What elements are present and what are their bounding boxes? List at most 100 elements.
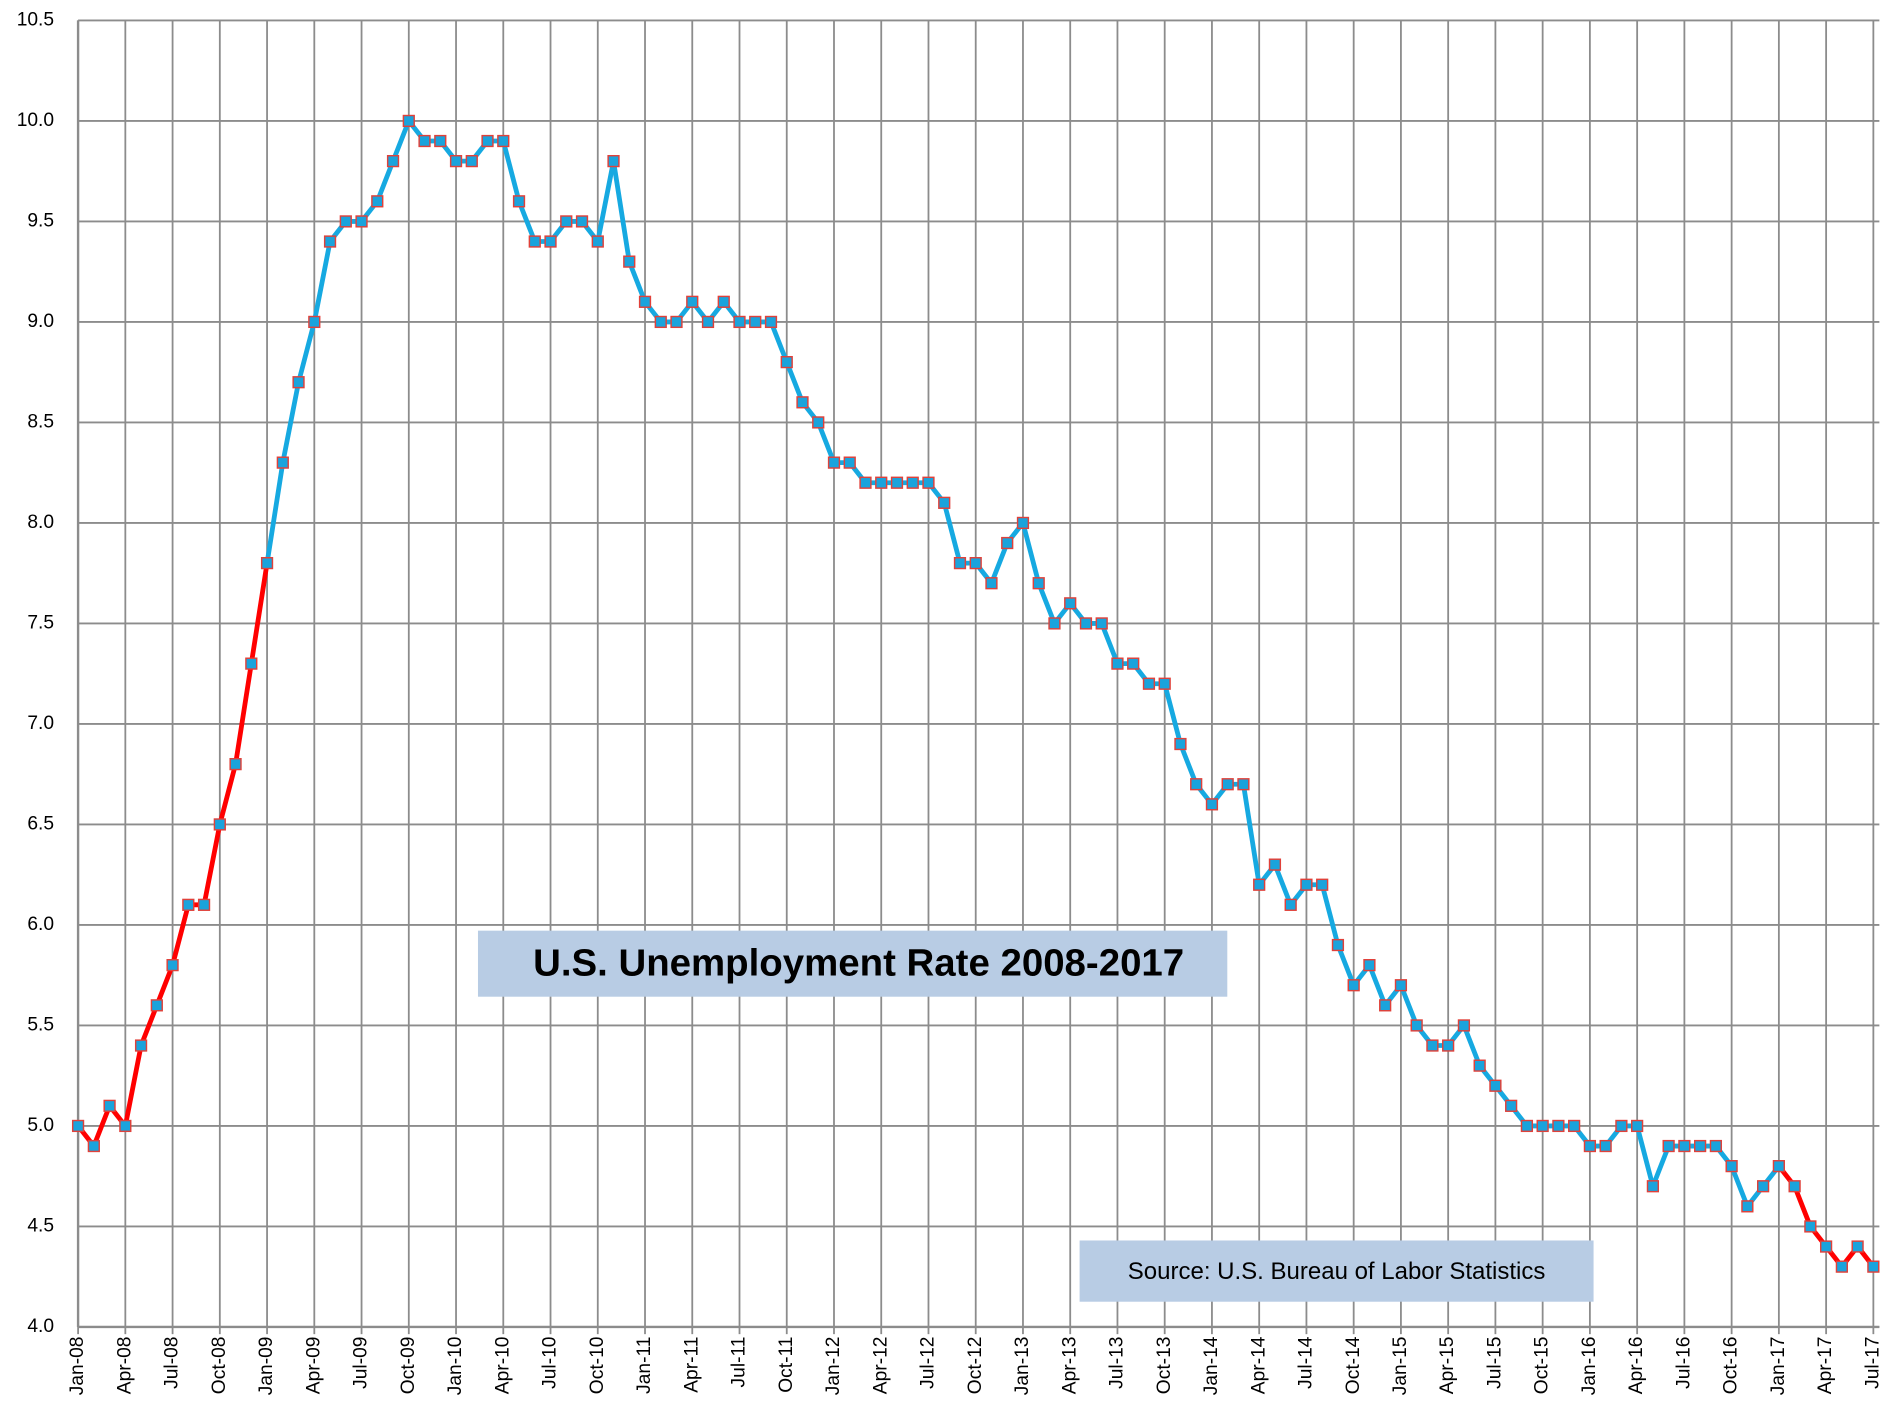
marker [449, 154, 463, 168]
y-tick-label: 10.0 [17, 110, 54, 131]
line-segment [1650, 1143, 1672, 1189]
marker [654, 315, 667, 329]
marker [134, 1039, 148, 1052]
marker [371, 195, 384, 208]
line-segment [91, 1103, 112, 1149]
line-segment [784, 359, 805, 405]
source-box [1079, 1240, 1594, 1302]
x-tick-label: Oct-15 [1532, 1337, 1553, 1395]
x-tick-label: Jan-08 [67, 1337, 88, 1396]
marker [166, 959, 179, 972]
marker [1520, 1119, 1534, 1133]
marker [969, 557, 982, 570]
line-segment [217, 761, 238, 827]
marker [1253, 878, 1266, 891]
marker [1284, 898, 1297, 911]
marker [1174, 737, 1187, 751]
marker [1662, 1139, 1675, 1153]
marker [1300, 878, 1313, 891]
marker [150, 999, 163, 1012]
marker [544, 235, 557, 248]
x-tick-label: Jan-09 [256, 1337, 277, 1396]
x-tick-label: Jan-15 [1390, 1337, 1411, 1396]
x-tick-label: Oct-10 [587, 1337, 608, 1395]
marker [1709, 1139, 1723, 1153]
line-segment [1241, 781, 1262, 888]
line-segment [1367, 962, 1388, 1008]
marker [512, 195, 526, 208]
marker [229, 758, 242, 771]
line-segment [1398, 982, 1420, 1028]
x-tick-label: Oct-12 [965, 1337, 986, 1395]
marker [1064, 597, 1077, 610]
marker [1678, 1139, 1691, 1153]
marker [1001, 536, 1014, 550]
line-segment [138, 1002, 160, 1048]
line-segment [264, 460, 286, 566]
marker [1048, 617, 1061, 630]
y-tick-label: 6.5 [27, 814, 54, 835]
marker [1457, 1019, 1471, 1032]
line-segment [1634, 1123, 1656, 1189]
marker [1190, 778, 1203, 791]
marker [607, 154, 620, 168]
x-tick-label: Oct-08 [209, 1337, 230, 1395]
marker [1410, 1019, 1423, 1032]
marker [1757, 1180, 1770, 1193]
x-tick-label: Oct-16 [1721, 1337, 1742, 1395]
line-segment [311, 239, 333, 325]
source-note: Source: U.S. Bureau of Labor Statistics [1128, 1258, 1546, 1285]
line-segment [595, 158, 616, 244]
marker [1867, 1260, 1880, 1273]
x-tick-label: Jul-15 [1484, 1337, 1505, 1389]
x-tick-label: Jan-11 [634, 1337, 655, 1394]
marker [87, 1139, 100, 1153]
marker [355, 215, 368, 228]
marker [812, 416, 825, 429]
line-segment [1319, 882, 1341, 948]
x-tick-label: Jan-16 [1579, 1337, 1600, 1396]
marker [1032, 577, 1045, 590]
marker [497, 134, 510, 148]
marker [591, 235, 604, 248]
marker [717, 295, 730, 308]
marker [638, 295, 652, 308]
marker [1331, 938, 1345, 952]
line-segment [280, 379, 301, 466]
x-tick-label: Jul-08 [162, 1337, 183, 1389]
marker [528, 235, 541, 248]
markers [71, 114, 1880, 1273]
marker [1772, 1160, 1785, 1173]
marker [1316, 878, 1329, 891]
y-tick-label: 9.5 [27, 210, 54, 231]
y-tick-label: 5.5 [27, 1015, 54, 1036]
marker [292, 376, 305, 389]
marker [764, 315, 778, 329]
x-tick-label: Apr-11 [681, 1337, 702, 1393]
marker [339, 215, 352, 228]
x-tick-label: Jan-17 [1768, 1337, 1789, 1396]
marker [890, 476, 904, 489]
marker [906, 476, 919, 489]
chart-title: U.S. Unemployment Rate 2008-2017 [533, 942, 1184, 985]
x-tick-label: Jan-10 [445, 1337, 466, 1396]
line-segment [154, 962, 175, 1008]
marker [1552, 1119, 1565, 1133]
x-tick-label: Oct-11 [776, 1337, 797, 1393]
marker [1646, 1180, 1660, 1193]
marker [418, 134, 431, 148]
marker [1363, 959, 1376, 972]
x-tick-label: Apr-15 [1437, 1337, 1458, 1395]
marker [1095, 617, 1108, 630]
line-segment [170, 902, 191, 968]
marker [1804, 1220, 1817, 1233]
line-segment [768, 319, 790, 365]
marker [843, 456, 856, 469]
marker [1568, 1119, 1581, 1133]
y-tick-label: 7.5 [27, 613, 54, 634]
y-tick-label: 8.5 [27, 412, 54, 433]
line-segment [989, 540, 1010, 586]
line-segment [626, 259, 648, 305]
line-segment [390, 118, 412, 164]
marker [780, 355, 793, 369]
